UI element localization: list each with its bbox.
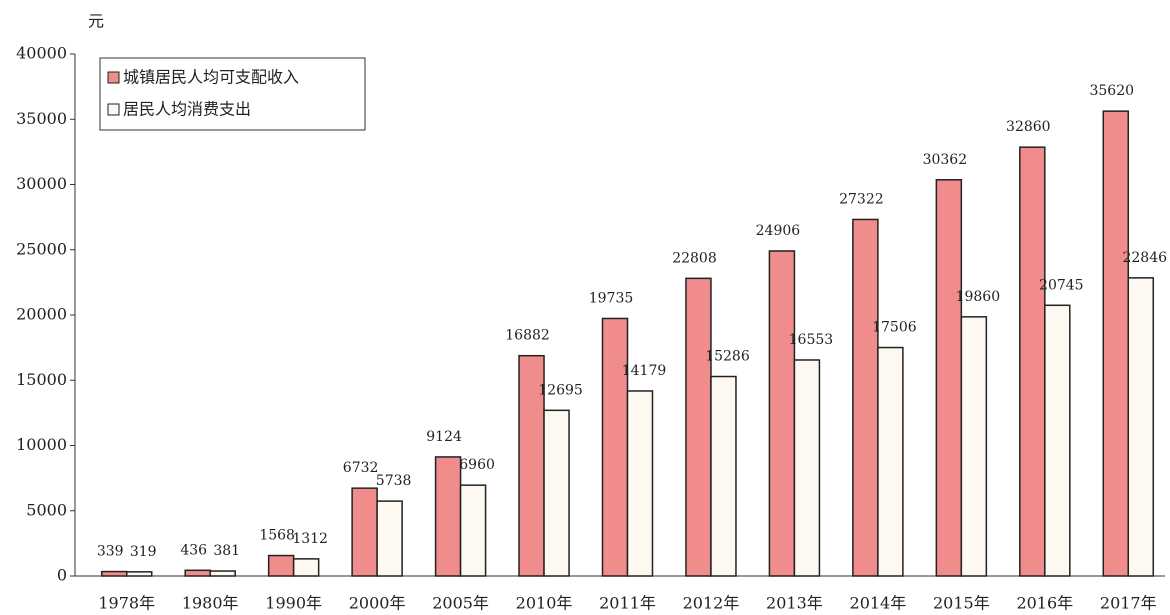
value-label: 319 — [130, 544, 157, 560]
value-label: 17506 — [872, 320, 917, 336]
value-label: 35620 — [1089, 83, 1134, 99]
x-tick-label: 1990年 — [265, 594, 322, 613]
x-tick-label: 2014年 — [850, 594, 907, 613]
x-tick-label: 2000年 — [349, 594, 406, 613]
value-label: 27322 — [839, 191, 884, 207]
y-unit-label: 元 — [88, 12, 104, 31]
bar — [1019, 146, 1046, 577]
bar — [184, 569, 211, 577]
x-tick-label: 2010年 — [516, 594, 573, 613]
bar — [935, 179, 963, 577]
bar — [267, 554, 295, 577]
bar — [292, 558, 320, 577]
value-label: 19735 — [589, 290, 634, 306]
x-tick-label: 2016年 — [1016, 594, 1073, 613]
value-label: 6960 — [459, 457, 495, 473]
value-label: 22846 — [1122, 250, 1167, 266]
y-tick-label: 30000 — [16, 174, 67, 193]
bar — [1102, 110, 1130, 577]
value-label: 16882 — [505, 328, 550, 344]
value-label: 5738 — [376, 473, 412, 489]
bar — [768, 250, 796, 577]
bar — [376, 500, 403, 577]
bar — [459, 484, 487, 577]
bar — [125, 571, 153, 577]
x-tick-label: 1978年 — [98, 594, 155, 613]
value-label: 14179 — [622, 363, 667, 379]
value-label: 381 — [213, 543, 240, 559]
value-label: 1568 — [259, 528, 295, 544]
value-label: 1312 — [292, 531, 328, 547]
bar — [960, 316, 988, 577]
y-tick-label: 25000 — [16, 239, 67, 258]
bar — [543, 409, 570, 577]
y-tick-label: 20000 — [16, 305, 67, 324]
bar — [100, 570, 128, 577]
value-label: 20745 — [1039, 277, 1084, 293]
value-label: 6732 — [343, 460, 379, 476]
bar — [685, 277, 712, 577]
bar — [601, 317, 629, 577]
x-tick-label: 2012年 — [683, 594, 740, 613]
bar — [626, 390, 654, 577]
legend-label: 城镇居民人均可支配收入 — [123, 68, 299, 87]
x-tick-label: 2005年 — [432, 594, 489, 613]
value-label: 24906 — [756, 223, 801, 239]
value-label: 12695 — [538, 382, 583, 398]
value-label: 339 — [97, 544, 124, 560]
bar — [518, 354, 545, 577]
y-tick-label: 0 — [57, 566, 67, 585]
y-tick-label: 5000 — [26, 500, 67, 519]
x-tick-label: 2011年 — [599, 594, 656, 613]
bar — [434, 456, 462, 577]
bar — [710, 375, 737, 577]
x-tick-label: 2013年 — [766, 594, 823, 613]
bar — [351, 487, 378, 577]
bar — [1044, 304, 1071, 577]
y-tick-label: 15000 — [16, 370, 67, 389]
value-label: 19860 — [956, 289, 1001, 305]
value-label: 15286 — [705, 349, 750, 365]
legend-swatch — [107, 103, 120, 116]
x-tick-label: 2015年 — [933, 594, 990, 613]
value-label: 436 — [180, 542, 207, 558]
bar — [877, 346, 904, 577]
bar — [793, 359, 821, 577]
y-tick-label: 10000 — [16, 435, 67, 454]
bar — [1127, 277, 1155, 577]
y-tick-label: 35000 — [16, 109, 67, 128]
value-label: 9124 — [426, 429, 462, 445]
legend-box — [99, 57, 366, 131]
legend-label: 居民人均消费支出 — [123, 100, 251, 119]
value-label: 30362 — [923, 152, 968, 168]
y-tick-label: 40000 — [16, 44, 67, 63]
value-label: 32860 — [1006, 119, 1051, 135]
x-tick-label: 2017年 — [1100, 594, 1157, 613]
value-label: 22808 — [672, 250, 717, 266]
bar — [209, 570, 236, 577]
x-tick-label: 1980年 — [182, 594, 239, 613]
legend-swatch — [107, 71, 120, 84]
value-label: 16553 — [789, 332, 834, 348]
bar — [852, 218, 879, 577]
